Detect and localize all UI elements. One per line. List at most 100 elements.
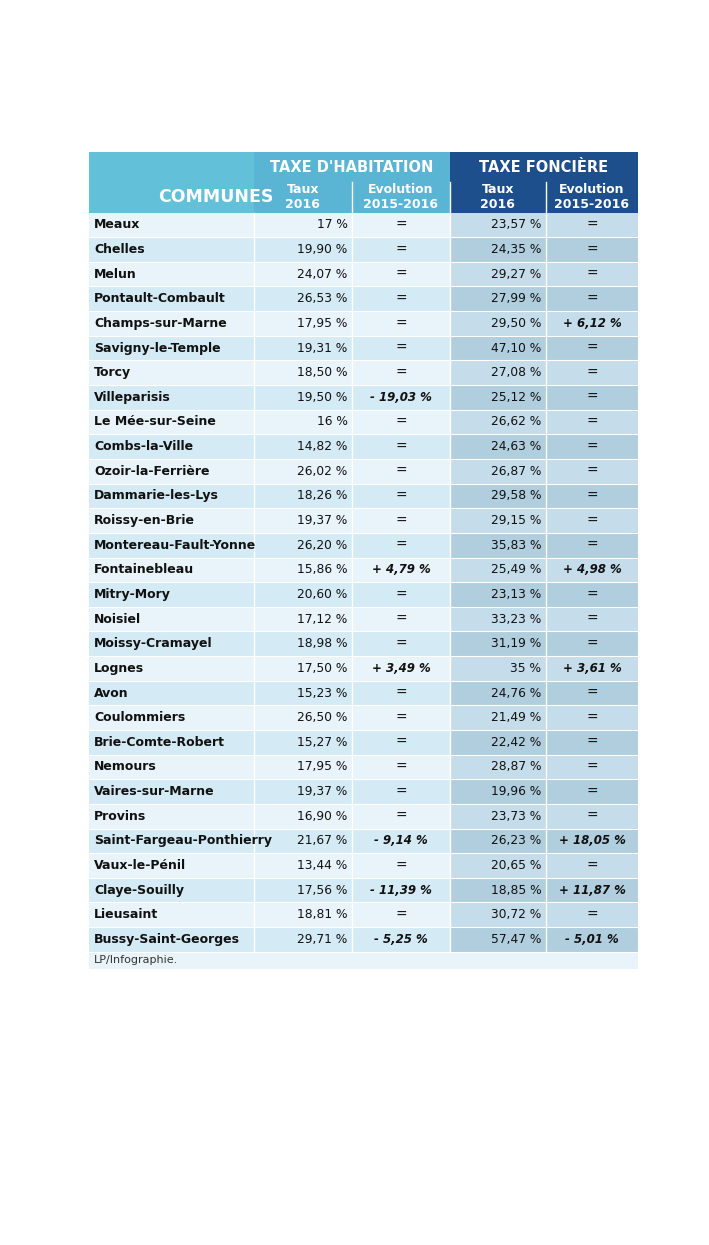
- Text: Montereau-Fault-Yonne: Montereau-Fault-Yonne: [94, 539, 256, 552]
- Text: =: =: [395, 538, 407, 553]
- Bar: [546, 533, 638, 558]
- Bar: [450, 583, 546, 606]
- Bar: [450, 878, 546, 903]
- Bar: [89, 238, 254, 261]
- Bar: [89, 336, 254, 360]
- Text: 57,47 %: 57,47 %: [491, 933, 541, 946]
- Text: 23,13 %: 23,13 %: [491, 588, 541, 601]
- Bar: [352, 385, 450, 410]
- Text: =: =: [586, 391, 598, 405]
- Text: =: =: [586, 711, 598, 725]
- Bar: [546, 410, 638, 435]
- Bar: [352, 606, 450, 631]
- Text: =: =: [586, 686, 598, 700]
- Text: COMMUNES: COMMUNES: [158, 188, 274, 207]
- Bar: [546, 261, 638, 286]
- Bar: [89, 606, 254, 631]
- Text: =: =: [586, 243, 598, 256]
- Text: Provins: Provins: [94, 809, 146, 823]
- Bar: [254, 706, 352, 730]
- Text: =: =: [395, 341, 407, 355]
- Bar: [352, 311, 450, 336]
- Bar: [254, 853, 352, 878]
- Bar: [546, 238, 638, 261]
- Bar: [450, 754, 546, 779]
- Text: =: =: [395, 415, 407, 430]
- Bar: [89, 754, 254, 779]
- Text: Meaux: Meaux: [94, 218, 140, 232]
- Bar: [254, 533, 352, 558]
- Bar: [450, 360, 546, 385]
- Bar: [546, 681, 638, 706]
- Bar: [89, 583, 254, 606]
- Text: Taux
2016: Taux 2016: [481, 183, 515, 212]
- Bar: [352, 828, 450, 853]
- Bar: [89, 878, 254, 903]
- Text: 26,20 %: 26,20 %: [297, 539, 347, 552]
- Text: 19,90 %: 19,90 %: [297, 243, 347, 256]
- Text: 26,23 %: 26,23 %: [491, 834, 541, 848]
- Text: Mitry-Mory: Mitry-Mory: [94, 588, 171, 601]
- Text: Roissy-en-Brie: Roissy-en-Brie: [94, 514, 195, 527]
- Bar: [89, 385, 254, 410]
- Bar: [89, 360, 254, 385]
- Text: 22,42 %: 22,42 %: [491, 736, 541, 748]
- Text: 29,15 %: 29,15 %: [491, 514, 541, 527]
- Text: Villeparisis: Villeparisis: [94, 391, 171, 403]
- Bar: [546, 508, 638, 533]
- Text: 23,73 %: 23,73 %: [491, 809, 541, 823]
- Text: Vaires-sur-Marne: Vaires-sur-Marne: [94, 786, 215, 798]
- Bar: [450, 804, 546, 828]
- Text: Evolution
2015-2016: Evolution 2015-2016: [554, 183, 630, 212]
- Bar: [546, 286, 638, 311]
- Bar: [89, 969, 638, 1108]
- Text: Fontainebleau: Fontainebleau: [94, 563, 194, 576]
- Bar: [546, 706, 638, 730]
- Text: =: =: [395, 908, 407, 921]
- Text: =: =: [586, 859, 598, 873]
- Text: 18,85 %: 18,85 %: [491, 884, 541, 896]
- Text: 17,56 %: 17,56 %: [297, 884, 347, 896]
- Bar: [89, 286, 254, 311]
- Text: 26,02 %: 26,02 %: [297, 464, 347, 478]
- Text: =: =: [395, 243, 407, 256]
- Bar: [450, 853, 546, 878]
- Text: 15,86 %: 15,86 %: [297, 563, 347, 576]
- Text: + 4,98 %: + 4,98 %: [563, 563, 621, 576]
- Text: 24,76 %: 24,76 %: [491, 686, 541, 700]
- Bar: [546, 853, 638, 878]
- Text: 23,57 %: 23,57 %: [491, 218, 541, 232]
- Bar: [254, 182, 352, 213]
- Bar: [450, 508, 546, 533]
- Bar: [450, 410, 546, 435]
- Text: 21,49 %: 21,49 %: [491, 711, 541, 725]
- Text: + 3,49 %: + 3,49 %: [372, 662, 430, 675]
- Bar: [546, 730, 638, 754]
- Bar: [89, 951, 638, 969]
- Text: 18,26 %: 18,26 %: [297, 489, 347, 503]
- Bar: [352, 583, 450, 606]
- Text: 18,50 %: 18,50 %: [297, 366, 347, 380]
- Text: - 9,14 %: - 9,14 %: [374, 834, 428, 848]
- Bar: [352, 878, 450, 903]
- Bar: [352, 483, 450, 508]
- Bar: [254, 152, 450, 182]
- Text: + 4,79 %: + 4,79 %: [372, 563, 430, 576]
- Bar: [254, 360, 352, 385]
- Text: 25,12 %: 25,12 %: [491, 391, 541, 403]
- Bar: [254, 311, 352, 336]
- Bar: [352, 261, 450, 286]
- Text: =: =: [586, 759, 598, 774]
- Text: =: =: [586, 538, 598, 553]
- Bar: [546, 583, 638, 606]
- Text: =: =: [395, 218, 407, 232]
- Text: =: =: [586, 736, 598, 749]
- Text: =: =: [395, 489, 407, 503]
- Bar: [546, 459, 638, 483]
- Bar: [450, 435, 546, 459]
- Text: 31,19 %: 31,19 %: [491, 637, 541, 650]
- Text: 14,82 %: 14,82 %: [297, 441, 347, 453]
- Text: 21,67 %: 21,67 %: [297, 834, 347, 848]
- Bar: [89, 459, 254, 483]
- Bar: [352, 459, 450, 483]
